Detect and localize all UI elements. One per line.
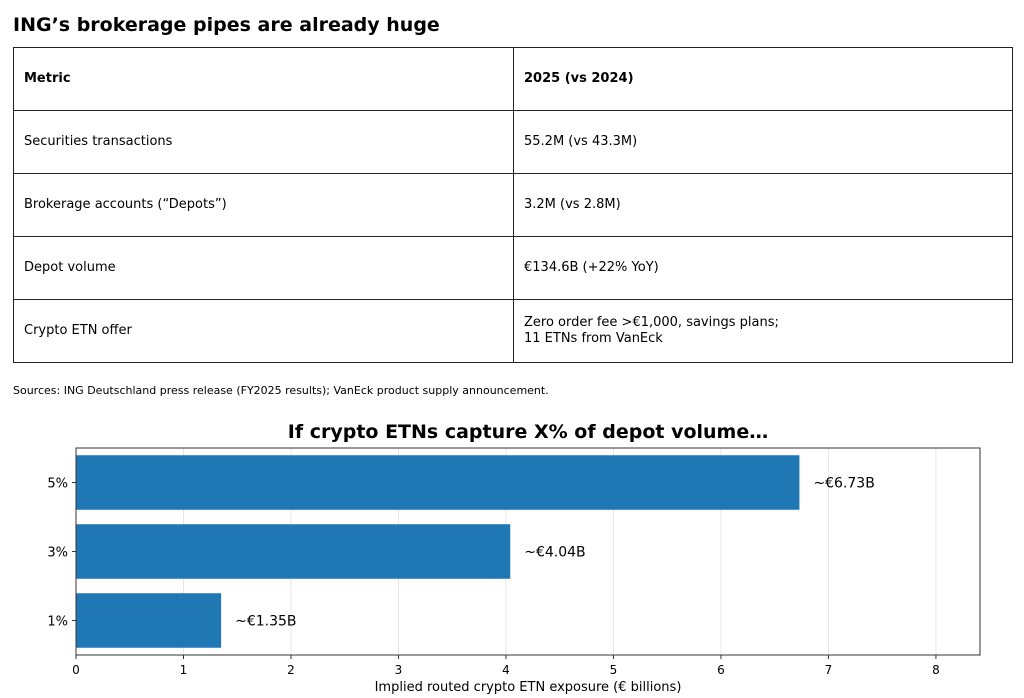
metrics-table: Metric 2025 (vs 2024) Securities transac… [13, 47, 1013, 363]
y-tick-label: 5% [47, 477, 68, 492]
bar [76, 455, 800, 510]
header-value: 2025 (vs 2024) [513, 47, 1013, 111]
x-tick-label: 6 [717, 663, 725, 677]
cell-metric: Depot volume [13, 236, 514, 300]
table-row: Crypto ETN offer Zero order fee >€1,000, … [13, 299, 1013, 363]
cell-value: 55.2M (vs 43.3M) [513, 110, 1013, 174]
y-tick-label: 3% [47, 546, 68, 561]
table-row: Brokerage accounts (“Depots”) 3.2M (vs 2.… [13, 173, 1013, 237]
cell-metric: Crypto ETN offer [13, 299, 514, 363]
bar [76, 524, 511, 579]
table-header-row: Metric 2025 (vs 2024) [13, 47, 1013, 111]
cell-metric: Securities transactions [13, 110, 514, 174]
bar [76, 593, 222, 648]
table-title: ING’s brokerage pipes are already huge [13, 14, 440, 36]
header-metric: Metric [13, 47, 514, 111]
cell-value: Zero order fee >€1,000, savings plans; 1… [513, 299, 1013, 363]
sources-note: Sources: ING Deutschland press release (… [13, 384, 549, 397]
data-label: ~€4.04B [524, 545, 585, 561]
x-tick-label: 5 [610, 663, 618, 677]
x-tick-label: 8 [932, 663, 940, 677]
data-label: ~€1.35B [235, 614, 296, 630]
table-row: Securities transactions 55.2M (vs 43.3M) [13, 110, 1013, 174]
x-axis-label: Implied routed crypto ETN exposure (€ bi… [375, 680, 682, 695]
cell-metric: Brokerage accounts (“Depots”) [13, 173, 514, 237]
x-tick-label: 4 [502, 663, 510, 677]
x-tick-label: 0 [72, 663, 80, 677]
x-tick-label: 1 [180, 663, 188, 677]
cell-value: €134.6B (+22% YoY) [513, 236, 1013, 300]
y-tick-label: 1% [47, 615, 68, 630]
x-tick-label: 3 [395, 663, 403, 677]
chart-title: If crypto ETNs capture X% of depot volum… [288, 421, 768, 443]
data-label: ~€6.73B [813, 476, 874, 492]
plot-frame [75, 447, 981, 656]
table-row: Depot volume €134.6B (+22% YoY) [13, 236, 1013, 300]
x-tick-label: 7 [825, 663, 833, 677]
x-tick-label: 2 [287, 663, 295, 677]
